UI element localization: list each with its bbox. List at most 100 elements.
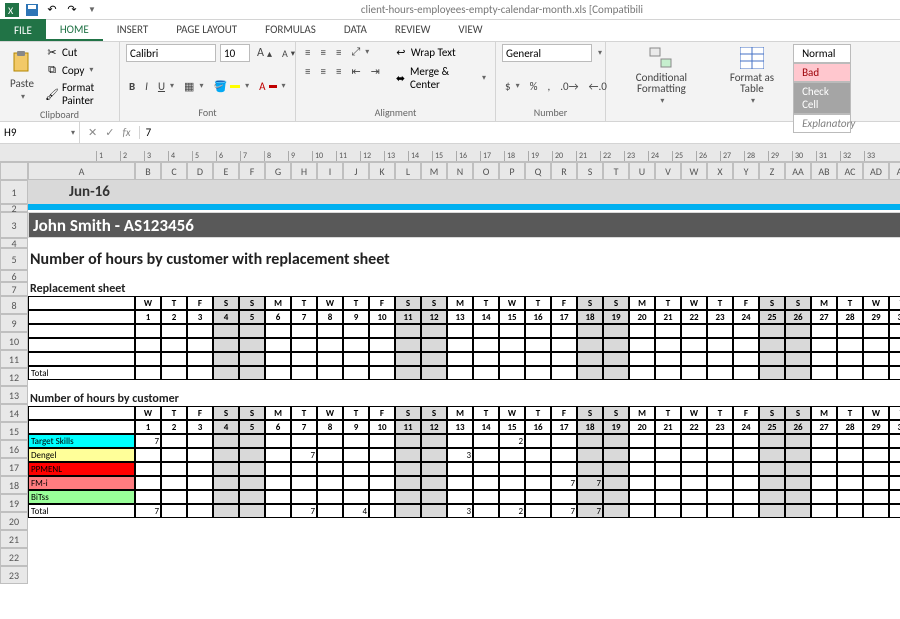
underline-button[interactable]: U▾ xyxy=(155,79,177,94)
data-cell[interactable] xyxy=(655,490,681,504)
data-cell[interactable] xyxy=(681,434,707,448)
align-center-button[interactable]: ≡ xyxy=(317,64,328,79)
data-cell[interactable] xyxy=(889,476,900,490)
col-header[interactable]: O xyxy=(473,162,499,180)
data-cell[interactable] xyxy=(421,338,447,352)
day-number[interactable]: 20 xyxy=(629,420,655,434)
data-cell[interactable] xyxy=(655,352,681,366)
data-cell[interactable] xyxy=(213,490,239,504)
data-cell[interactable] xyxy=(577,448,603,462)
data-cell[interactable] xyxy=(759,352,785,366)
data-cell[interactable] xyxy=(525,352,551,366)
data-cell[interactable] xyxy=(473,476,499,490)
section2-title[interactable]: Number of hours by customer xyxy=(28,392,900,406)
day-letter[interactable]: F xyxy=(733,406,759,420)
label-col[interactable] xyxy=(28,420,135,434)
row-header[interactable]: 9 xyxy=(0,314,28,332)
day-letter[interactable]: T xyxy=(889,406,900,420)
row-header[interactable]: 5 xyxy=(0,248,28,270)
day-number[interactable]: 27 xyxy=(811,310,837,324)
day-letter[interactable]: S xyxy=(759,406,785,420)
data-cell[interactable] xyxy=(837,462,863,476)
data-cell[interactable] xyxy=(785,366,811,380)
day-letter[interactable]: T xyxy=(343,296,369,310)
row-header[interactable]: 6 xyxy=(0,270,28,282)
data-cell[interactable] xyxy=(577,366,603,380)
data-cell[interactable] xyxy=(863,476,889,490)
data-cell[interactable] xyxy=(213,434,239,448)
data-cell[interactable] xyxy=(187,324,213,338)
data-cell[interactable] xyxy=(291,462,317,476)
increase-decimal-button[interactable]: .0→ xyxy=(557,79,581,94)
data-cell[interactable] xyxy=(629,490,655,504)
day-letter[interactable]: T xyxy=(525,406,551,420)
day-number[interactable]: 28 xyxy=(837,310,863,324)
conditional-formatting-button[interactable]: Conditional Formatting▾ xyxy=(612,44,711,108)
day-letter[interactable]: T xyxy=(707,406,733,420)
data-cell[interactable] xyxy=(343,490,369,504)
data-cell[interactable] xyxy=(811,352,837,366)
data-cell[interactable] xyxy=(239,324,265,338)
data-cell[interactable] xyxy=(707,434,733,448)
data-cell[interactable] xyxy=(603,366,629,380)
row-header[interactable]: 3 xyxy=(0,212,28,238)
data-cell[interactable] xyxy=(655,476,681,490)
day-letter[interactable]: T xyxy=(291,296,317,310)
day-letter[interactable]: S xyxy=(577,406,603,420)
data-cell[interactable] xyxy=(395,338,421,352)
data-cell[interactable] xyxy=(785,462,811,476)
data-cell[interactable] xyxy=(889,462,900,476)
day-letter[interactable]: F xyxy=(369,296,395,310)
blank[interactable] xyxy=(28,238,900,248)
file-tab[interactable]: FILE xyxy=(0,19,46,41)
data-cell[interactable] xyxy=(499,476,525,490)
data-cell[interactable] xyxy=(707,352,733,366)
day-number[interactable]: 6 xyxy=(265,310,291,324)
data-cell[interactable] xyxy=(473,324,499,338)
data-cell[interactable] xyxy=(291,490,317,504)
data-cell[interactable] xyxy=(681,490,707,504)
increase-indent-button[interactable]: ⇥ xyxy=(368,64,383,79)
row-header[interactable]: 1 xyxy=(0,180,28,204)
data-cell[interactable] xyxy=(733,504,759,518)
format-painter-button[interactable]: 🖌Format Painter xyxy=(42,80,113,108)
day-letter[interactable]: W xyxy=(317,296,343,310)
data-cell[interactable] xyxy=(265,324,291,338)
select-all-corner[interactable] xyxy=(0,162,28,180)
data-cell[interactable] xyxy=(473,352,499,366)
data-cell[interactable]: 7 xyxy=(135,504,161,518)
data-cell[interactable] xyxy=(629,448,655,462)
day-number[interactable]: 3 xyxy=(187,420,213,434)
day-number[interactable]: 15 xyxy=(499,420,525,434)
data-cell[interactable] xyxy=(421,504,447,518)
data-cell[interactable] xyxy=(291,366,317,380)
increase-font-button[interactable]: A▴ xyxy=(254,45,275,61)
col-header[interactable]: Z xyxy=(759,162,785,180)
row-header[interactable]: 11 xyxy=(0,350,28,368)
data-cell[interactable] xyxy=(447,462,473,476)
data-cell[interactable] xyxy=(525,324,551,338)
data-cell[interactable] xyxy=(629,352,655,366)
data-cell[interactable] xyxy=(421,324,447,338)
data-cell[interactable] xyxy=(707,504,733,518)
bold-button[interactable]: B xyxy=(126,79,138,94)
col-header[interactable]: E xyxy=(213,162,239,180)
day-letter[interactable]: M xyxy=(447,296,473,310)
day-number[interactable]: 7 xyxy=(291,310,317,324)
data-cell[interactable] xyxy=(551,366,577,380)
label-col[interactable] xyxy=(28,338,135,352)
data-cell[interactable] xyxy=(551,462,577,476)
col-header[interactable]: S xyxy=(577,162,603,180)
data-cell[interactable] xyxy=(655,324,681,338)
row-header[interactable]: 20 xyxy=(0,512,28,530)
data-cell[interactable] xyxy=(161,476,187,490)
data-cell[interactable] xyxy=(265,462,291,476)
data-cell[interactable] xyxy=(733,490,759,504)
total-label[interactable]: Total xyxy=(28,366,135,380)
number-format-select[interactable] xyxy=(502,44,592,62)
data-cell[interactable] xyxy=(863,462,889,476)
data-cell[interactable] xyxy=(733,434,759,448)
data-cell[interactable] xyxy=(473,448,499,462)
row-header[interactable]: 16 xyxy=(0,440,28,458)
tab-data[interactable]: DATA xyxy=(330,19,381,41)
